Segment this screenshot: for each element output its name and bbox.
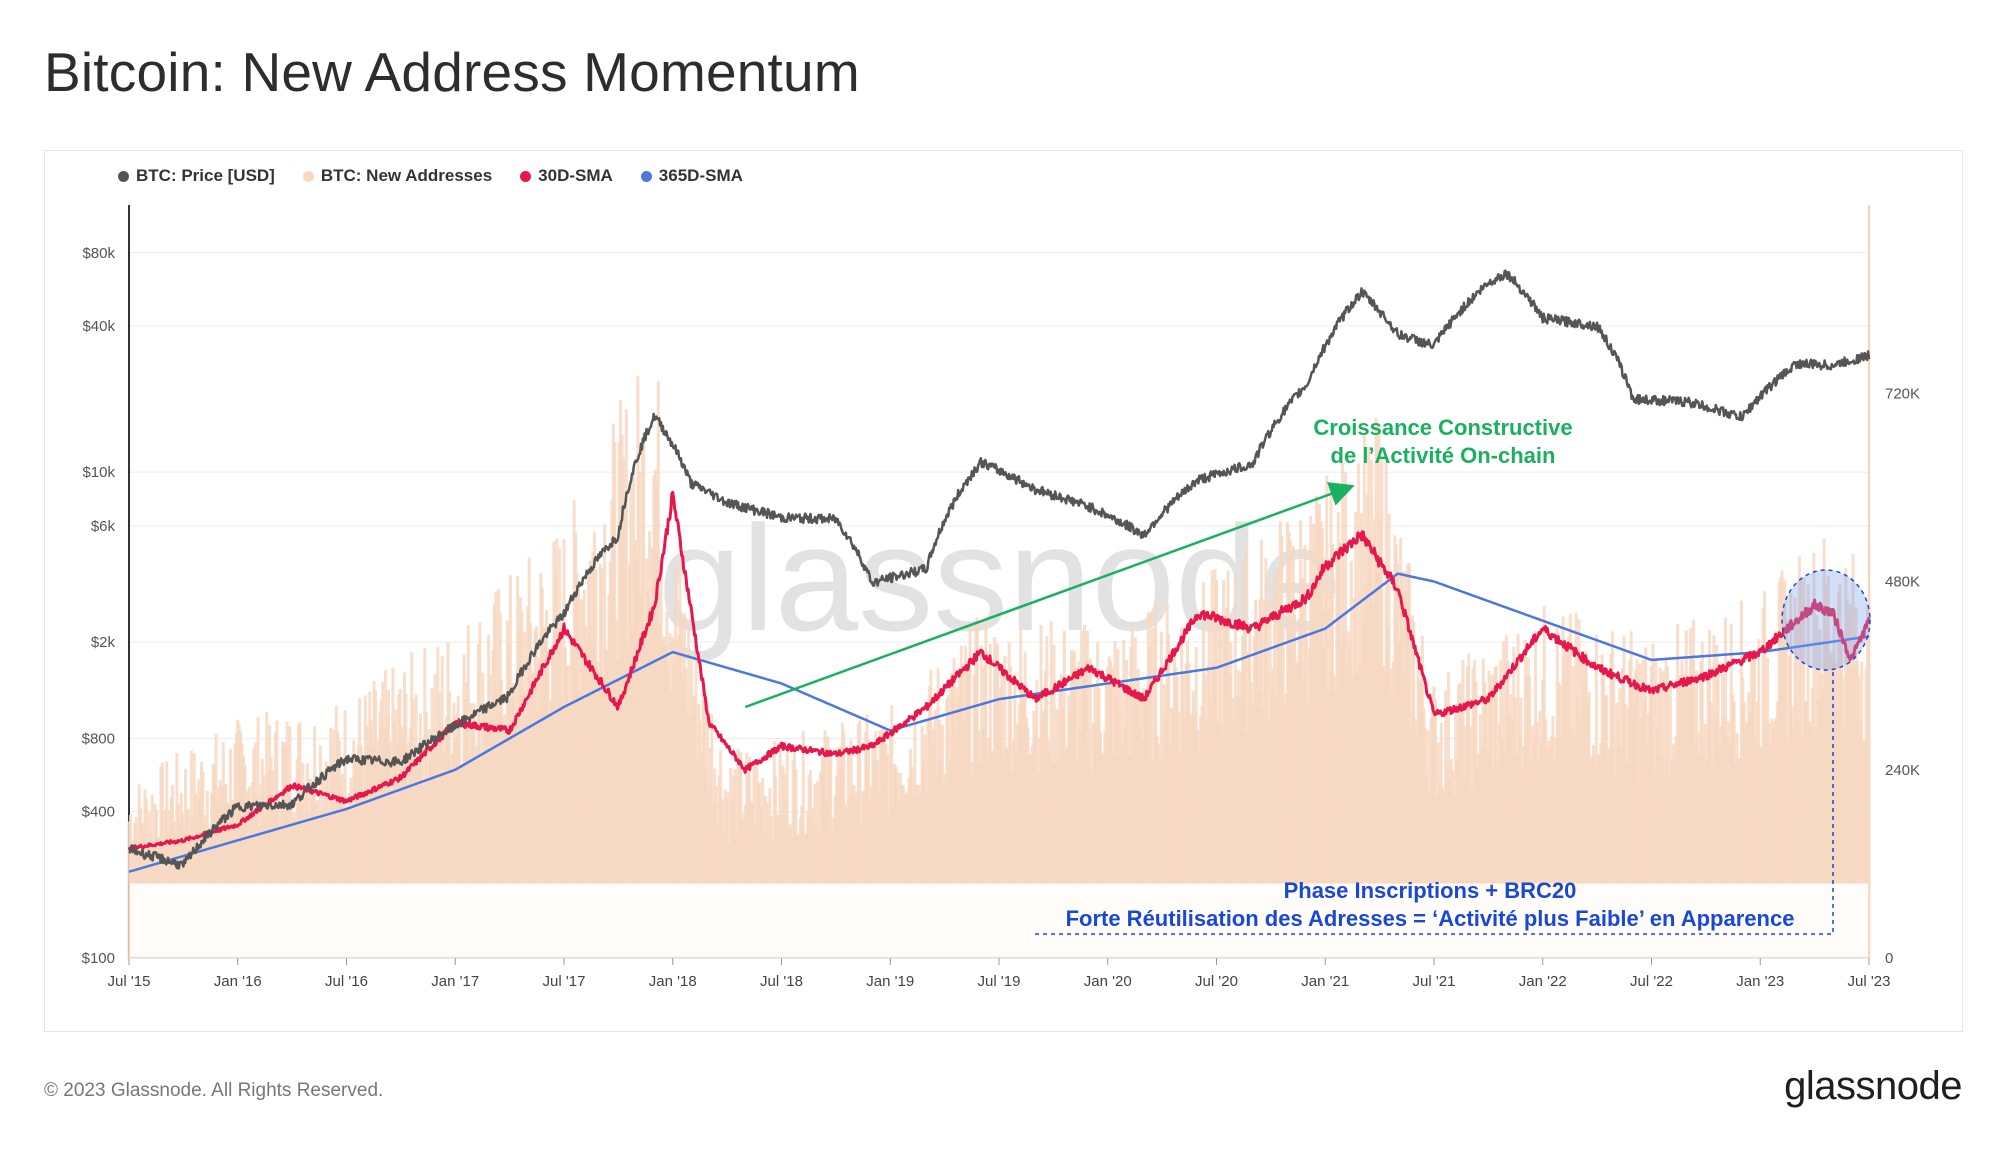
legend-dot-30d-sma	[520, 170, 532, 182]
legend: BTC: Price [USD] BTC: New Addresses 30D-…	[118, 166, 743, 186]
legend-item-price[interactable]: BTC: Price [USD]	[118, 166, 275, 186]
annotation-growth-line1: Croissance Constructive	[1313, 415, 1572, 440]
y-left-tick-label: $80k	[82, 245, 115, 262]
y-right-tick-label: 0	[1885, 950, 1893, 967]
x-tick-label: Jul '15	[108, 973, 151, 990]
y-left-tick-label: $40k	[82, 318, 115, 335]
brc20-highlight-ellipse	[1781, 569, 1871, 671]
legend-item-new-addresses[interactable]: BTC: New Addresses	[302, 166, 493, 186]
x-tick-label: Jul '19	[978, 973, 1021, 990]
legend-label-365d-sma: 365D-SMA	[658, 166, 743, 185]
y-left-tick-label: $6k	[91, 518, 116, 535]
legend-item-365d-sma[interactable]: 365D-SMA	[640, 166, 743, 186]
legend-label-30d-sma: 30D-SMA	[538, 166, 613, 185]
sma-365d-line	[128, 572, 1870, 873]
x-tick-label: Jul '16	[325, 973, 368, 990]
x-tick-label: Jul '20	[1195, 973, 1238, 990]
annotation-brc20-line2: Forte Réutilisation des Adresses = ‘Acti…	[1066, 906, 1795, 931]
y-left-tick-label: $400	[82, 804, 115, 821]
legend-dot-365d-sma	[640, 170, 652, 182]
y-right-tick-label: 240K	[1885, 762, 1920, 779]
x-tick-label: Jul '21	[1413, 973, 1456, 990]
x-tick-label: Jan '20	[1084, 973, 1132, 990]
copyright-footer: © 2023 Glassnode. All Rights Reserved.	[44, 1080, 384, 1101]
lower-band-mask	[130, 883, 1868, 957]
y-right-tick-label: 720K	[1885, 385, 1920, 402]
x-tick-label: Jan '17	[431, 973, 479, 990]
annotation-growth-line2: de l’Activité On-chain	[1331, 443, 1556, 468]
annotation-brc20-line1: Phase Inscriptions + BRC20	[1284, 878, 1577, 903]
x-tick-label: Jul '17	[543, 973, 586, 990]
brc20-connector	[1035, 670, 1834, 935]
glassnode-logo: glassnode	[1784, 1064, 1962, 1108]
y-right-tick-label: 480K	[1885, 574, 1920, 591]
x-tick-label: Jan '18	[649, 973, 697, 990]
legend-dot-price	[118, 170, 129, 182]
x-tick-label: Jan '19	[866, 973, 914, 990]
legend-item-30d-sma[interactable]: 30D-SMA	[520, 166, 613, 186]
legend-label-price: BTC: Price [USD]	[136, 166, 275, 185]
x-tick-label: Jan '21	[1301, 973, 1349, 990]
x-tick-label: Jan '22	[1519, 973, 1567, 990]
y-left-tick-label: $100	[82, 950, 115, 967]
growth-arrow	[744, 482, 1355, 709]
x-tick-label: Jul '22	[1630, 973, 1673, 990]
y-left-tick-label: $800	[82, 731, 115, 748]
x-tick-label: Jan '16	[214, 973, 262, 990]
chart-title: Bitcoin: New Address Momentum	[44, 41, 860, 103]
x-tick-label: Jul '18	[760, 973, 803, 990]
x-tick-label: Jul '23	[1848, 973, 1891, 990]
legend-dot-new-addresses	[302, 170, 314, 182]
x-tick-label: Jan '23	[1736, 973, 1784, 990]
legend-label-new-addresses: BTC: New Addresses	[320, 166, 493, 185]
sma-30d-line	[127, 490, 1871, 851]
y-left-tick-label: $2k	[91, 634, 116, 651]
btc-price-line	[128, 269, 1871, 870]
y-left-tick-label: $10k	[82, 464, 115, 481]
watermark: glassnode	[658, 494, 1342, 662]
chart-frame	[44, 150, 1963, 1032]
